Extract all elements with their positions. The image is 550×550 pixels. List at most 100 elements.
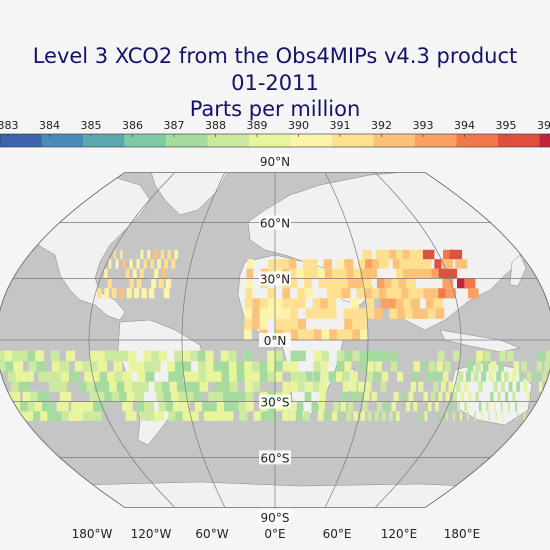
- data-cell: [396, 249, 407, 260]
- data-cell: [111, 288, 117, 299]
- data-cell: [198, 371, 208, 382]
- data-cell: [516, 411, 518, 421]
- data-cell: [38, 371, 49, 382]
- data-cell: [448, 381, 454, 392]
- data-cell: [214, 381, 224, 392]
- data-cell: [115, 259, 119, 269]
- data-cell: [488, 411, 490, 421]
- data-cell: [296, 401, 304, 412]
- data-cell: [493, 381, 498, 392]
- data-cell: [290, 371, 298, 382]
- data-cell: [497, 391, 501, 402]
- data-cell: [376, 401, 382, 412]
- colorbar-segment: [373, 134, 415, 147]
- data-cell: [396, 268, 407, 279]
- data-cell: [367, 350, 375, 362]
- data-cell: [476, 350, 483, 362]
- data-cell: [381, 371, 389, 382]
- data-cell: [120, 249, 123, 260]
- data-cell: [351, 308, 360, 319]
- data-cell: [309, 259, 318, 269]
- data-cell: [36, 361, 47, 372]
- data-cell: [499, 350, 506, 362]
- data-cell: [435, 308, 445, 319]
- data-cell: [282, 308, 291, 319]
- data-cell: [122, 401, 133, 412]
- data-cell: [445, 288, 456, 299]
- data-cell: [56, 381, 68, 392]
- data-cell: [360, 411, 366, 421]
- data-cell: [7, 391, 21, 402]
- data-cell: [442, 371, 449, 382]
- data-cell: [393, 288, 404, 299]
- data-cell: [220, 350, 229, 362]
- data-cell: [425, 298, 436, 309]
- data-cell: [364, 391, 370, 402]
- data-cell: [282, 411, 289, 421]
- data-cell: [445, 268, 457, 279]
- data-cell: [141, 288, 147, 299]
- data-cell: [275, 308, 283, 319]
- data-cell: [59, 361, 69, 372]
- data-cell: [154, 268, 159, 279]
- data-cell: [122, 371, 132, 382]
- data-cell: [334, 288, 343, 299]
- data-cell: [501, 381, 506, 392]
- data-cell: [374, 308, 383, 319]
- colorbar-frame: [0, 133, 550, 148]
- data-cell: [324, 411, 331, 421]
- data-cell: [305, 308, 314, 319]
- data-cell: [372, 259, 382, 269]
- data-cell: [481, 411, 483, 421]
- data-cell: [463, 381, 468, 392]
- colorbar-segment: [332, 134, 374, 147]
- data-cell: [352, 350, 360, 362]
- data-cell: [128, 361, 138, 372]
- data-cell: [96, 391, 108, 402]
- data-cell: [365, 298, 375, 309]
- data-cell: [355, 278, 365, 289]
- data-cell: [244, 371, 253, 382]
- data-cell: [358, 308, 368, 319]
- data-cell: [297, 288, 306, 299]
- data-cell: [508, 401, 510, 412]
- data-cell: [359, 318, 368, 330]
- data-cell: [360, 329, 368, 340]
- data-cell: [174, 350, 183, 362]
- data-cell: [339, 268, 348, 279]
- longitude-label: 0°E: [264, 527, 285, 541]
- data-cell: [320, 371, 328, 382]
- colorbar-tick-label: 395: [496, 119, 517, 132]
- data-cell: [244, 381, 253, 392]
- data-cell: [82, 361, 92, 372]
- data-cell: [343, 371, 351, 382]
- data-cell: [252, 298, 260, 309]
- data-cell: [344, 361, 352, 372]
- data-cell: [512, 391, 516, 402]
- data-cell: [380, 381, 387, 392]
- data-cell: [490, 391, 494, 402]
- data-cell: [527, 391, 530, 402]
- data-cell: [333, 401, 339, 412]
- data-cell: [259, 298, 268, 309]
- data-cell: [401, 288, 411, 299]
- data-cell: [343, 308, 352, 319]
- data-cell: [164, 259, 169, 269]
- data-cell: [178, 391, 188, 402]
- data-cell: [267, 298, 275, 309]
- data-cell: [139, 381, 149, 392]
- data-cell: [245, 288, 253, 299]
- data-cell: [59, 391, 72, 402]
- data-cell: [467, 411, 469, 421]
- data-cell: [340, 401, 347, 412]
- colorbar-tick-label: 392: [371, 119, 392, 132]
- data-cell: [267, 371, 275, 382]
- data-cell: [357, 381, 364, 392]
- longitude-label: 60°W: [195, 527, 228, 541]
- data-cell: [438, 268, 450, 279]
- data-cell: [198, 361, 207, 372]
- data-cell: [417, 268, 428, 279]
- data-cell: [54, 411, 68, 421]
- data-cell: [124, 381, 134, 392]
- data-cell: [282, 298, 291, 309]
